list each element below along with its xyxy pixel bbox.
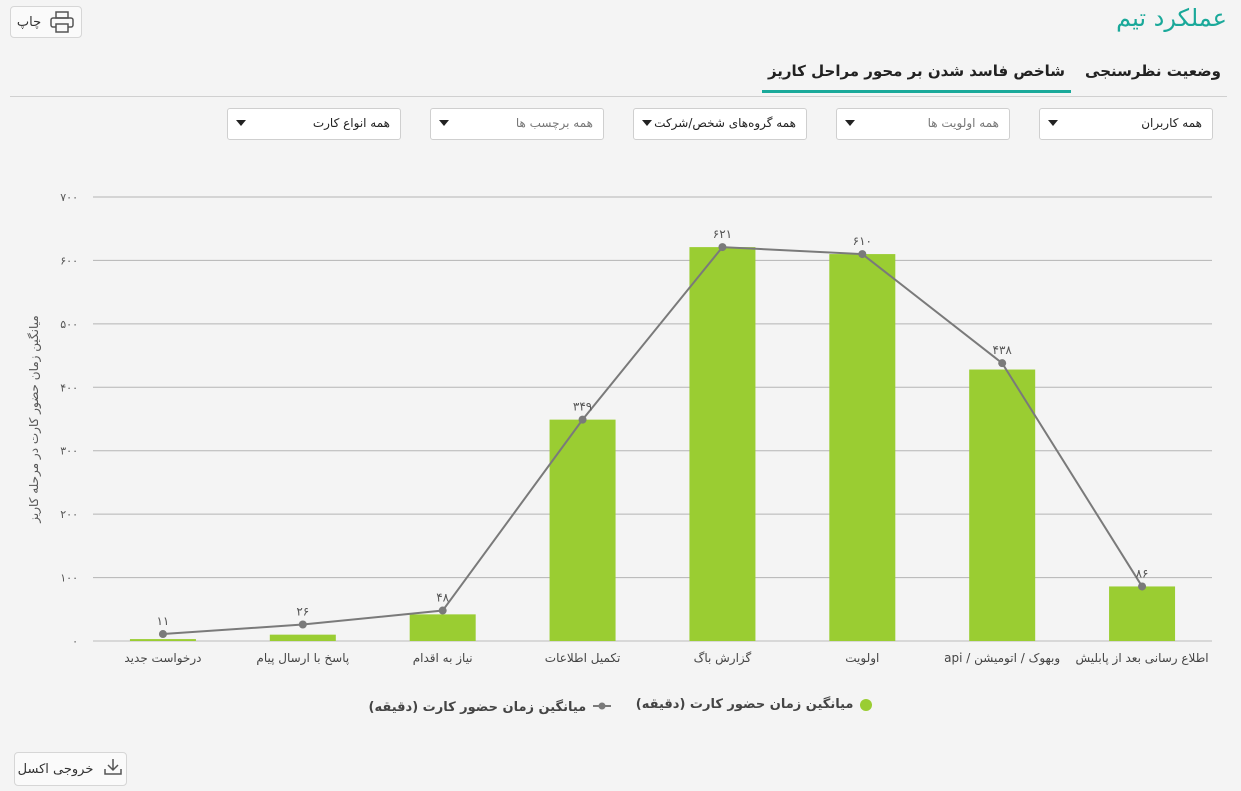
line-point xyxy=(718,243,727,252)
data-label: ۶۲۱ xyxy=(713,227,732,241)
y-tick-label: ۶۰۰ xyxy=(60,254,78,267)
line-point xyxy=(158,630,167,639)
stage-duration-chart: ۰ ۱۰۰ ۲۰۰ ۳۰۰ ۴۰۰ ۵۰۰ ۶۰۰ ۷۰۰ میانگین زمان حضور … xyxy=(27,191,1212,666)
person-group-filter[interactable]: همه گروه‌های شخص/شرکت xyxy=(633,108,807,140)
bar xyxy=(829,254,896,641)
filter-bar: همه کاربران همه اولویت ها همه گروه‌های ش… xyxy=(0,108,1241,142)
y-tick-label: ۵۰۰ xyxy=(60,318,78,331)
bar xyxy=(129,639,196,641)
line-point xyxy=(298,620,307,629)
line-point xyxy=(438,606,447,615)
tabs-divider xyxy=(10,96,1227,97)
card-type-filter-value: همه انواع کارت xyxy=(312,116,390,130)
data-label: ۳۴۹ xyxy=(573,400,592,414)
legend-item-bar[interactable]: میانگین زمان حضور کارت (دقیقه) xyxy=(636,697,873,712)
chart-legend: میانگین زمان حضور کارت (دقیقه) میانگین ز… xyxy=(0,697,1241,715)
x-tick-label: اولویت xyxy=(845,651,879,666)
bar xyxy=(409,614,476,641)
x-tick-label: اطلاع رسانی بعد از پابلیش xyxy=(1076,651,1209,666)
tags-filter-placeholder: همه برچسب ها xyxy=(515,116,593,130)
y-tick-label: ۳۰۰ xyxy=(60,445,78,458)
legend-bar-swatch xyxy=(860,698,873,711)
chevron-down-icon xyxy=(1048,120,1058,126)
tags-filter[interactable]: همه برچسب ها xyxy=(430,108,604,140)
y-tick-label: ۴۰۰ xyxy=(60,381,78,394)
line-point xyxy=(858,250,867,259)
chevron-down-icon xyxy=(439,120,449,126)
bar xyxy=(549,419,616,641)
print-button[interactable]: چاپ xyxy=(10,6,82,38)
data-label: ۲۶ xyxy=(296,605,309,619)
x-tick-label: پاسخ با ارسال پیام xyxy=(256,651,349,666)
tab-staleness-index[interactable]: شاخص فاسد شدن بر محور مراحل کاریز xyxy=(761,58,1072,93)
tab-bar: شاخص فاسد شدن بر محور مراحل کاریز وضعیت … xyxy=(754,58,1227,93)
users-filter[interactable]: همه کاربران xyxy=(1039,108,1213,140)
chevron-down-icon xyxy=(642,120,652,126)
legend-bar-label: میانگین زمان حضور کارت (دقیقه) xyxy=(635,697,854,712)
bar xyxy=(269,634,336,641)
priority-filter[interactable]: همه اولویت ها xyxy=(836,108,1010,140)
printer-icon xyxy=(49,11,75,33)
y-tick-label: ۱۰۰ xyxy=(60,572,78,585)
y-tick-label: ۷۰۰ xyxy=(60,191,78,204)
bar xyxy=(689,247,756,641)
y-tick-label: ۰ xyxy=(72,635,78,648)
excel-export-label: خروجی اکسل xyxy=(17,761,94,777)
page-title: عملکرد تیم xyxy=(1116,4,1227,32)
data-label: ۶۱۰ xyxy=(853,234,872,248)
y-tick-label: ۲۰۰ xyxy=(60,508,78,521)
excel-export-button[interactable]: خروجی اکسل xyxy=(14,752,127,786)
legend-item-line[interactable]: میانگین زمان حضور کارت (دقیقه) xyxy=(369,700,612,715)
legend-line-swatch xyxy=(593,700,612,715)
card-type-filter[interactable]: همه انواع کارت xyxy=(227,108,401,140)
x-tick-label: تکمیل اطلاعات xyxy=(545,651,621,665)
x-tick-label: درخواست جدید xyxy=(124,651,201,666)
x-tick-label: نیاز به اقدام xyxy=(413,651,473,666)
priority-filter-placeholder: همه اولویت ها xyxy=(927,116,999,130)
line-point xyxy=(578,415,587,424)
legend-line-label: میانگین زمان حضور کارت (دقیقه) xyxy=(368,699,587,715)
x-tick-label: وبهوک / اتومیشن / api xyxy=(944,651,1060,666)
chevron-down-icon xyxy=(845,120,855,126)
bar xyxy=(1109,586,1176,641)
x-tick-label: گزارش باگ xyxy=(694,651,752,666)
chevron-down-icon xyxy=(236,120,246,126)
data-label: ۴۸ xyxy=(436,591,449,605)
print-label: چاپ xyxy=(16,14,42,30)
line-point xyxy=(998,359,1007,368)
tab-survey-status[interactable]: وضعیت نظرسنجی xyxy=(1085,62,1221,80)
bar xyxy=(969,369,1036,641)
line-series xyxy=(162,246,1143,636)
data-label: ۴۳۸ xyxy=(993,343,1013,357)
y-axis-title: میانگین زمان حضور کارت در مرحله کاریز xyxy=(27,315,42,523)
line-point xyxy=(1138,582,1147,591)
users-filter-value: همه کاربران xyxy=(1141,116,1202,130)
data-label: ۱۱ xyxy=(156,614,169,628)
data-label: ۸۶ xyxy=(1136,566,1149,580)
person-group-filter-value: همه گروه‌های شخص/شرکت xyxy=(654,116,796,130)
download-icon xyxy=(103,758,123,780)
